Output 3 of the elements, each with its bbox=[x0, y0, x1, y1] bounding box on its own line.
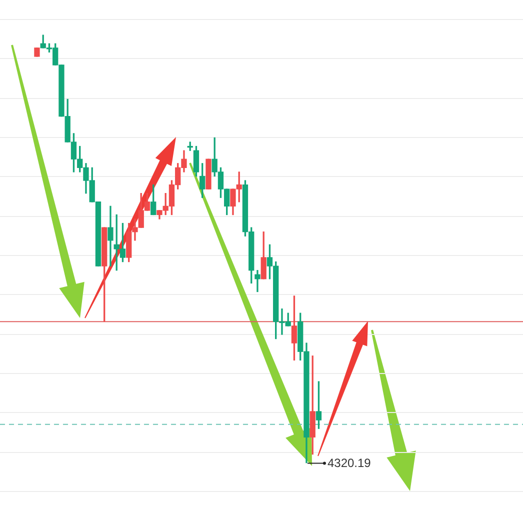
text: 4320.19 bbox=[327, 456, 372, 470]
candlestick bbox=[206, 158, 212, 190]
candlestick bbox=[34, 48, 40, 57]
